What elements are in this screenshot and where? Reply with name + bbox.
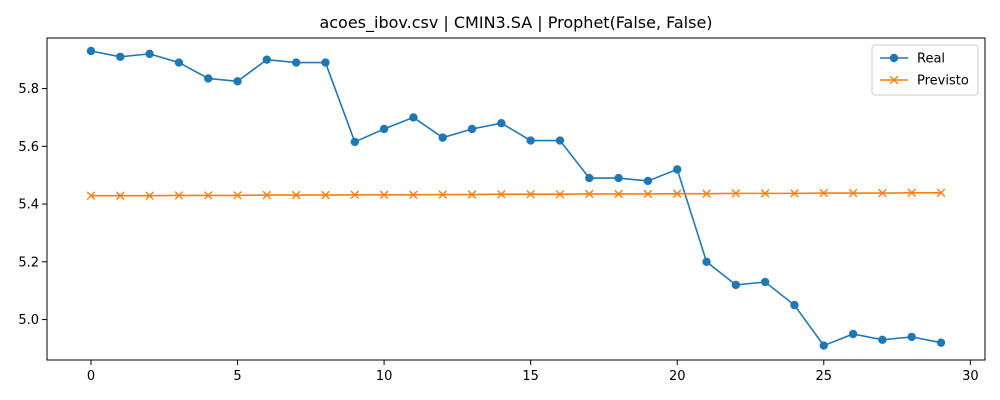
- data-point-real: [878, 335, 887, 344]
- data-point-previsto: [584, 189, 594, 199]
- data-point-real: [790, 300, 799, 310]
- data-point-real: [174, 58, 184, 67]
- data-point-previsto: [291, 190, 301, 200]
- data-point-real: [145, 49, 154, 59]
- data-point-real: [614, 173, 623, 183]
- data-point-real: [86, 46, 96, 56]
- y-tick-label: 5.4: [18, 198, 39, 213]
- data-point-real: [643, 176, 653, 186]
- data-point-previsto: [379, 190, 389, 200]
- data-point-real: [819, 341, 828, 350]
- x-tick-label: 15: [522, 369, 539, 384]
- data-point-previsto: [350, 190, 360, 200]
- axes-frame: [46, 37, 986, 361]
- plot-area: [86, 46, 946, 350]
- data-point-real: [291, 58, 301, 67]
- y-tick-label: 5.6: [18, 140, 39, 155]
- legend-label-previsto: Previsto: [917, 74, 969, 89]
- data-point-real: [585, 173, 594, 183]
- series-line-previsto: [90, 191, 942, 197]
- y-tick-label: 5.0: [18, 313, 39, 328]
- data-point-previsto: [321, 190, 330, 200]
- data-point-previsto: [614, 189, 623, 199]
- data-point-real: [848, 329, 858, 339]
- legend-marker-previsto: [889, 75, 899, 85]
- data-point-previsto: [731, 189, 741, 198]
- y-tick-label: 5.2: [18, 255, 39, 270]
- data-point-real: [555, 136, 565, 145]
- data-point-previsto: [497, 189, 506, 199]
- data-point-real: [497, 118, 506, 128]
- data-point-real: [438, 133, 447, 142]
- data-point-real: [379, 124, 389, 134]
- data-point-previsto: [86, 191, 96, 200]
- data-point-real: [936, 338, 946, 347]
- data-point-real: [731, 280, 741, 290]
- x-tick-label: 10: [376, 369, 393, 384]
- data-point-real: [526, 136, 535, 145]
- data-point-previsto: [936, 188, 946, 198]
- series-line-real: [90, 50, 942, 347]
- data-point-real: [673, 165, 682, 174]
- y-tick-label: 5.8: [18, 82, 39, 97]
- data-point-previsto: [878, 188, 887, 198]
- x-tick-label: 30: [962, 369, 979, 384]
- data-point-previsto: [643, 189, 653, 199]
- data-point-previsto: [262, 190, 272, 200]
- data-point-previsto: [907, 188, 917, 198]
- data-point-previsto: [760, 189, 770, 198]
- data-point-real: [116, 52, 125, 61]
- data-point-previsto: [233, 191, 242, 200]
- data-point-real: [350, 137, 359, 147]
- data-point-previsto: [409, 190, 418, 200]
- data-point-previsto: [438, 190, 448, 199]
- data-point-previsto: [672, 189, 682, 198]
- data-point-previsto: [115, 191, 125, 200]
- data-point-previsto: [702, 189, 711, 198]
- x-tick-label: 5: [233, 369, 241, 384]
- data-point-previsto: [203, 191, 213, 200]
- x-tick-label: 0: [87, 369, 95, 384]
- data-point-previsto: [819, 188, 829, 198]
- data-point-real: [467, 124, 477, 134]
- legend: Real Previsto: [871, 44, 979, 96]
- data-point-previsto: [145, 191, 154, 200]
- data-point-real: [233, 77, 242, 86]
- data-point-real: [204, 74, 213, 83]
- x-axis: 0 5 10 15 20 25 30: [87, 360, 979, 384]
- data-point-previsto: [526, 189, 535, 199]
- legend-marker-real: [889, 53, 899, 63]
- data-point-real: [702, 257, 711, 267]
- legend-label-real: Real: [917, 52, 945, 67]
- data-point-previsto: [790, 189, 799, 198]
- data-point-real: [409, 113, 418, 122]
- x-tick-label: 25: [816, 369, 833, 384]
- y-axis: 5.0 5.2 5.4 5.6 5.8: [18, 82, 47, 328]
- data-point-real: [262, 55, 272, 64]
- data-point-real: [760, 277, 770, 287]
- data-point-previsto: [467, 190, 477, 199]
- x-tick-label: 20: [669, 369, 686, 384]
- data-point-real: [321, 58, 330, 67]
- data-point-real: [907, 332, 916, 342]
- chart-title: acoes_ibov.csv | CMIN3.SA | Prophet(Fals…: [319, 13, 712, 33]
- data-point-previsto: [848, 188, 858, 198]
- data-point-previsto: [174, 191, 184, 200]
- data-point-previsto: [555, 189, 565, 199]
